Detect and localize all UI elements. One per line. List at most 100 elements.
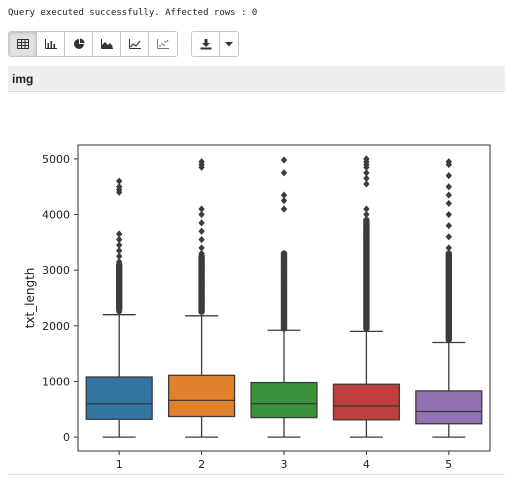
outlier-point (116, 177, 123, 185)
paragraph-title: img (12, 72, 34, 86)
outlier-point (445, 266, 452, 274)
view-mode-group (8, 31, 178, 57)
outlier-point (363, 322, 370, 330)
outlier-point (198, 266, 205, 274)
outlier-point (445, 311, 452, 319)
outlier-point (445, 277, 452, 285)
outlier-point (116, 269, 123, 277)
outlier-point (280, 266, 288, 274)
line-chart-icon (128, 39, 141, 49)
iqr-box (332, 383, 401, 421)
outlier-point (116, 230, 123, 238)
status-message: Query executed successfully. Affected ro… (8, 8, 258, 18)
result-toolbar (8, 31, 239, 57)
outlier-point (116, 286, 123, 294)
outlier-point (280, 277, 288, 285)
area-chart-icon (100, 39, 113, 49)
download-group (191, 31, 239, 57)
iqr-box (415, 390, 483, 425)
outlier-point (116, 302, 123, 310)
outlier-point (445, 322, 452, 330)
outlier-point (445, 222, 452, 230)
x-tick-label: 5 (445, 458, 452, 471)
x-tick-label: 1 (116, 458, 123, 471)
outlier-point (280, 294, 288, 302)
outlier-point (445, 199, 452, 208)
outlier-point (198, 227, 205, 235)
outlier-point (280, 205, 288, 213)
outlier-point (363, 266, 370, 274)
outlier-point (198, 305, 205, 313)
outlier-point (198, 294, 205, 302)
download-icon (200, 38, 211, 49)
outlier-point (363, 311, 370, 319)
outlier-point (445, 210, 452, 219)
y-axis-label: txt_length (23, 268, 37, 329)
line-chart-view-button[interactable] (121, 32, 149, 56)
outlier-point (363, 244, 370, 252)
outlier-point (280, 311, 288, 319)
outlier-point (280, 156, 288, 164)
outlier-point (116, 274, 123, 283)
outlier-point (198, 249, 205, 258)
bar-chart-view-button[interactable] (37, 32, 65, 56)
outlier-point (363, 222, 370, 230)
outlier-point (116, 183, 123, 191)
outlier-point (363, 205, 370, 213)
y-tick-label: 2000 (42, 320, 70, 333)
area-chart-view-button[interactable] (93, 32, 121, 56)
pie-chart-view-button[interactable] (65, 32, 93, 56)
bar-chart-icon (44, 39, 57, 49)
paragraph-header: img (8, 66, 505, 92)
scatter-chart-icon (157, 39, 169, 49)
iqr-box (167, 374, 236, 418)
outlier-point (363, 180, 370, 188)
outlier-point (363, 277, 370, 285)
outlier-point (198, 277, 205, 285)
outlier-point (198, 158, 205, 166)
y-tick-label: 3000 (42, 264, 70, 277)
outlier-point (198, 244, 205, 252)
outlier-point (116, 252, 123, 260)
outlier-point (280, 169, 288, 177)
chart-container: 0 1000 2000 3000 4000 5000 txt_length 1 2 3 4 5 (0, 92, 506, 479)
outlier-point (280, 322, 288, 330)
outlier-point (280, 249, 288, 258)
iqr-box (85, 376, 153, 420)
y-tick-label: 5000 (42, 153, 70, 166)
table-icon (16, 39, 29, 49)
outlier-point (445, 158, 452, 166)
outlier-point (198, 283, 205, 291)
outlier-point (198, 219, 205, 227)
table-view-button[interactable] (9, 32, 37, 56)
download-options-button[interactable] (220, 32, 238, 56)
outlier-point (445, 294, 452, 302)
outlier-point (445, 172, 452, 180)
scatter-chart-view-button[interactable] (149, 32, 177, 56)
outlier-point (116, 258, 123, 266)
outlier-point (445, 233, 452, 241)
y-tick-label: 1000 (42, 375, 70, 388)
caret-down-icon (225, 41, 233, 46)
outlier-point (445, 183, 452, 191)
outlier-point (280, 197, 288, 205)
outlier-point (280, 191, 288, 199)
outlier-point (116, 247, 123, 255)
boxplot-chart: 0 1000 2000 3000 4000 5000 txt_length 1 2 3 4 5 (23, 144, 491, 471)
iqr-box (250, 381, 318, 419)
outlier-point (116, 241, 123, 249)
y-tick-label: 4000 (42, 209, 70, 222)
x-tick-label: 2 (198, 458, 205, 471)
x-tick-label: 4 (363, 458, 370, 471)
outlier-point (363, 155, 370, 163)
x-tick-label: 3 (281, 458, 288, 471)
download-button[interactable] (192, 32, 220, 56)
outlier-point (363, 174, 370, 182)
outlier-point (363, 233, 370, 241)
outlier-point (445, 244, 452, 252)
outlier-point (116, 235, 123, 244)
outlier-point (198, 235, 205, 244)
outlier-point (363, 169, 370, 177)
pie-chart-icon (73, 38, 84, 49)
outlier-point (280, 305, 288, 313)
